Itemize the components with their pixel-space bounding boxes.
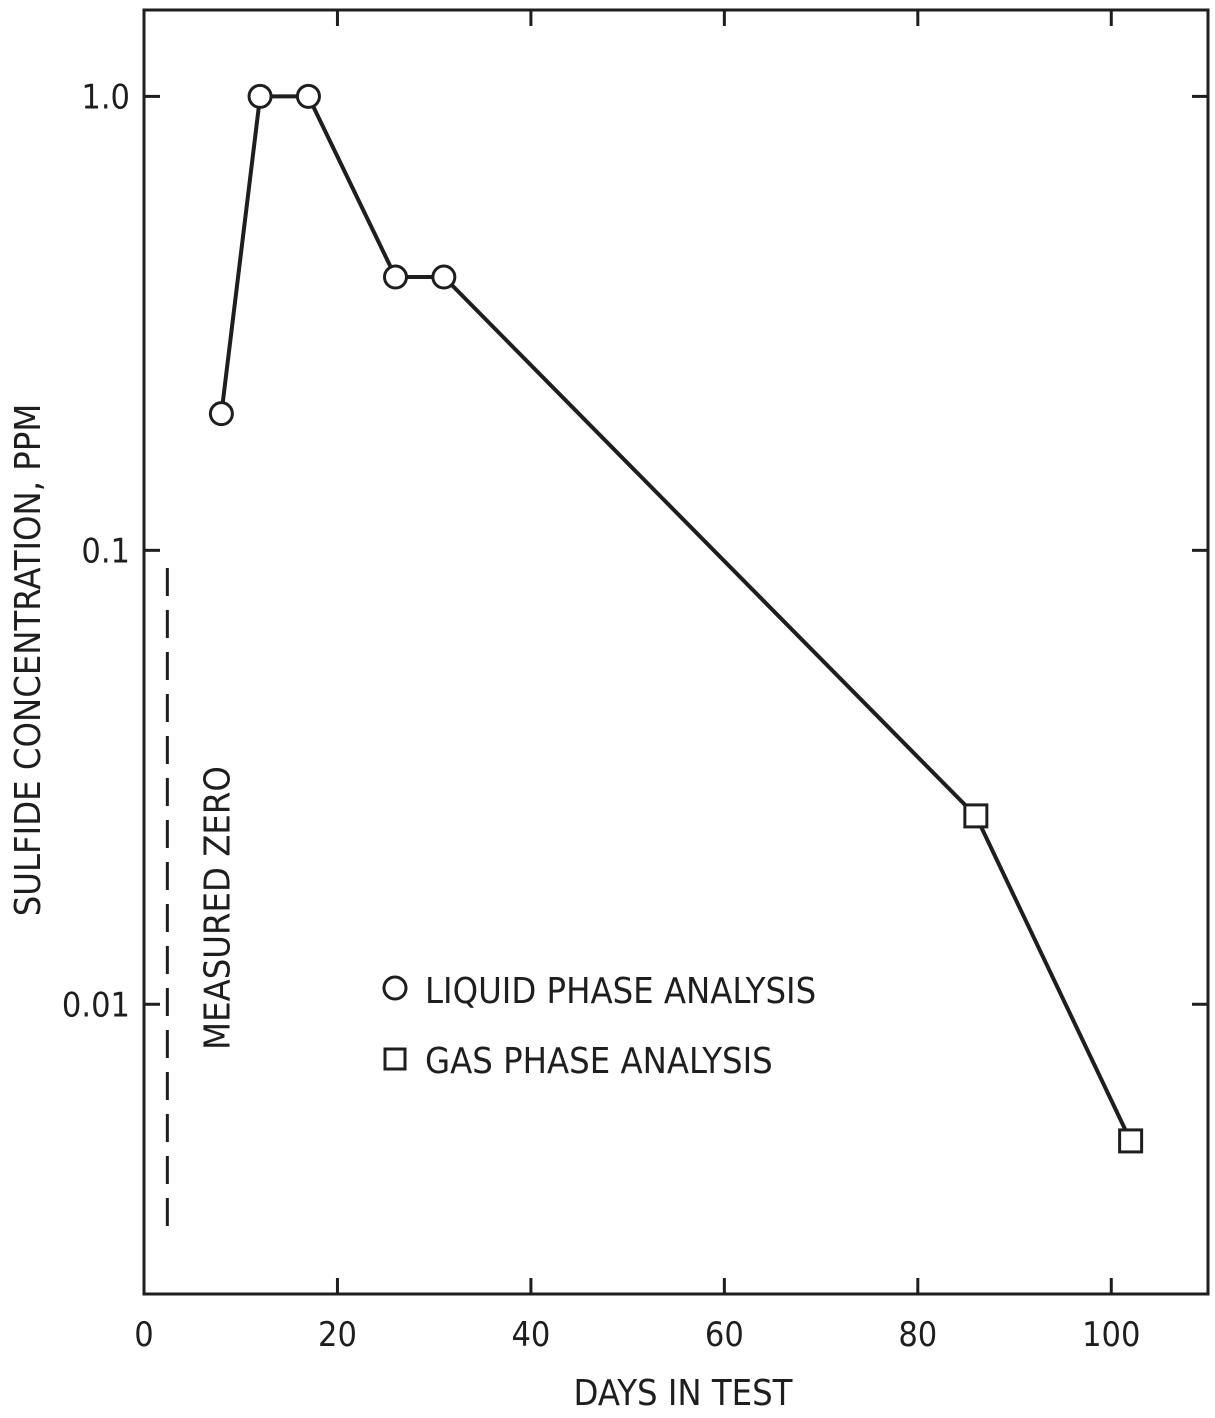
y-tick-label: 1.0 [81, 77, 130, 117]
data-point-circle [382, 264, 408, 290]
annotations: MEASURED ZERO [165, 568, 238, 1236]
legend-label-gas: GAS PHASE ANALYSIS [425, 1041, 773, 1082]
legend-circle-marker [382, 975, 408, 1001]
x-tick-label: 20 [318, 1315, 357, 1355]
measured-zero-label: MEASURED ZERO [197, 766, 238, 1050]
x-tick-label: 60 [705, 1315, 744, 1355]
x-tick-label: 0 [134, 1315, 153, 1355]
y-tick-label: 0.1 [81, 531, 130, 571]
data-point-circle [431, 264, 457, 290]
legend: LIQUID PHASE ANALYSIS GAS PHASE ANALYSIS [382, 971, 816, 1082]
data-point-square [963, 803, 989, 829]
data-point-circle [247, 83, 273, 109]
data-point-square [1118, 1128, 1144, 1154]
x-axis-label: DAYS IN TEST [574, 1373, 793, 1414]
legend-label-liquid: LIQUID PHASE ANALYSIS [425, 971, 816, 1012]
data-point-circle [208, 401, 234, 427]
x-tick-label: 80 [898, 1315, 937, 1355]
y-tick-label: 0.01 [62, 985, 130, 1025]
axis-ticks: 0 20 40 60 80 100 1.0 0.1 0.01 [62, 10, 1208, 1355]
legend-square-marker [383, 1047, 407, 1071]
x-tick-label: 40 [511, 1315, 550, 1355]
data-point-circle [295, 83, 321, 109]
series [208, 83, 1144, 1154]
y-axis-label: SULFIDE CONCENTRATION, PPM [8, 404, 49, 917]
x-tick-label: 100 [1082, 1315, 1140, 1355]
plot-frame [142, 8, 1210, 1296]
